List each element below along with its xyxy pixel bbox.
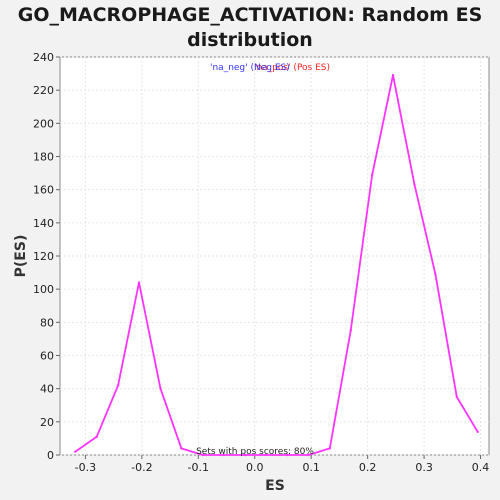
y-tick-label: 0 [47, 449, 54, 462]
data-point [456, 396, 458, 398]
y-tick-label: 220 [33, 84, 54, 97]
x-tick-label: -0.2 [131, 461, 152, 474]
x-tick-label: 0.1 [302, 461, 320, 474]
x-tick-label: -0.1 [188, 461, 209, 474]
x-tick-label: -0.3 [75, 461, 96, 474]
x-axis-label: ES [265, 478, 285, 494]
data-point [350, 329, 352, 331]
x-tick-label: 0.2 [359, 461, 377, 474]
y-tick-label: 120 [33, 250, 54, 263]
y-tick-label: 80 [40, 316, 54, 329]
y-tick-label: 240 [33, 51, 54, 64]
data-point [138, 281, 140, 283]
y-tick-label: 20 [40, 416, 54, 429]
data-point [180, 447, 182, 449]
y-tick-label: 40 [40, 383, 54, 396]
data-point [477, 431, 479, 433]
legend-entry-neg: 'na_neg' (Neg ES) [210, 63, 290, 73]
data-point [329, 447, 331, 449]
data-point [117, 384, 119, 386]
y-tick-label: 140 [33, 217, 54, 230]
annotation-pos-scores: Sets with pos scores: 80% [196, 447, 314, 457]
x-tick-label: 0.4 [472, 461, 490, 474]
y-tick-label: 200 [33, 117, 54, 130]
data-point [371, 174, 373, 176]
data-point [74, 450, 76, 452]
data-point [434, 273, 436, 275]
data-point [159, 387, 161, 389]
chart-title-line-2: distribution [187, 29, 313, 51]
legend: 'na_pos' (Pos ES) 'na_neg' (Neg ES) [210, 63, 330, 73]
y-tick-label: 160 [33, 184, 54, 197]
data-point [413, 183, 415, 185]
x-tick-label: 0.3 [415, 461, 433, 474]
chart-title-line-1: GO_MACROPHAGE_ACTIVATION: Random ES [18, 4, 483, 26]
data-point [392, 74, 394, 76]
x-tick-label: 0.0 [246, 461, 264, 474]
y-axis-label: P(ES) [13, 235, 29, 278]
y-tick-label: 60 [40, 350, 54, 363]
y-tick-label: 100 [33, 283, 54, 296]
data-point [95, 436, 97, 438]
y-tick-label: 180 [33, 151, 54, 164]
